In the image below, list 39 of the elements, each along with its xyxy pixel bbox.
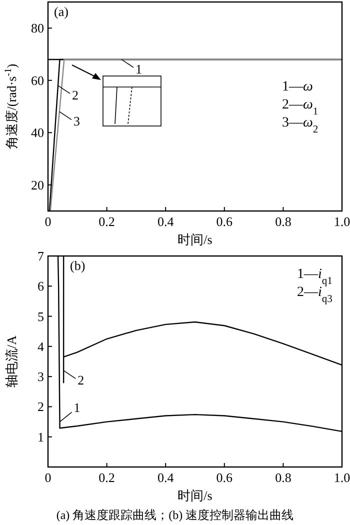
x-tick-label: 0 (44, 470, 52, 485)
annotation: 1—i$_{q1}$ (297, 267, 332, 286)
x-tick-label: 0.4 (157, 470, 174, 485)
x-tick-label: 0.6 (216, 470, 234, 485)
x-tick-label: 1.0 (334, 214, 350, 229)
x-tick-label: 0.8 (275, 214, 292, 229)
annotation: 1 (74, 400, 80, 415)
y-tick-label: 6 (38, 278, 44, 294)
annotation: 2—i$_{q3}$ (297, 285, 332, 304)
y-tick-label: 4 (38, 338, 44, 354)
y-tick-label: 2 (38, 399, 44, 414)
x-tick-label: 0.6 (216, 214, 234, 229)
annotation: 2 (78, 372, 84, 388)
y-tick-label: 40 (31, 125, 44, 140)
y-tick-label: 7 (38, 248, 44, 264)
x-tick-label: 0.2 (98, 470, 115, 485)
x-tick-label: 0.8 (275, 470, 292, 485)
annotation: 2—ω$_{1}$ (282, 98, 318, 117)
annotation: 3—ω$_{2}$ (282, 116, 318, 135)
annotation: 3 (73, 114, 80, 129)
chart-title: (a) (54, 4, 68, 19)
annotation: 1—ω (282, 80, 313, 94)
text: (a) 角速度跟踪曲线；(b) 速度控制器输出曲线 (56, 508, 294, 522)
x-axis-title: 时间/s (178, 232, 212, 247)
y-tick-label: 80 (31, 20, 44, 36)
y-tick-label: 60 (31, 72, 44, 88)
y-axis-title: 轴电流/A (4, 334, 19, 388)
y-tick-label: 1 (38, 429, 44, 444)
x-tick-label: 0.2 (98, 214, 115, 229)
annotation: 1 (136, 61, 142, 76)
y-tick-label: 5 (38, 308, 44, 324)
annotation: 2 (72, 88, 78, 103)
chart-title: (b) (70, 258, 86, 273)
y-tick-label: 3 (38, 369, 44, 384)
x-axis-title: 时间/s (178, 488, 212, 503)
y-tick-label: 20 (31, 177, 44, 192)
x-tick-label: 0 (44, 214, 52, 229)
x-tick-label: 0.4 (157, 214, 174, 229)
x-tick-label: 1.0 (334, 470, 350, 485)
